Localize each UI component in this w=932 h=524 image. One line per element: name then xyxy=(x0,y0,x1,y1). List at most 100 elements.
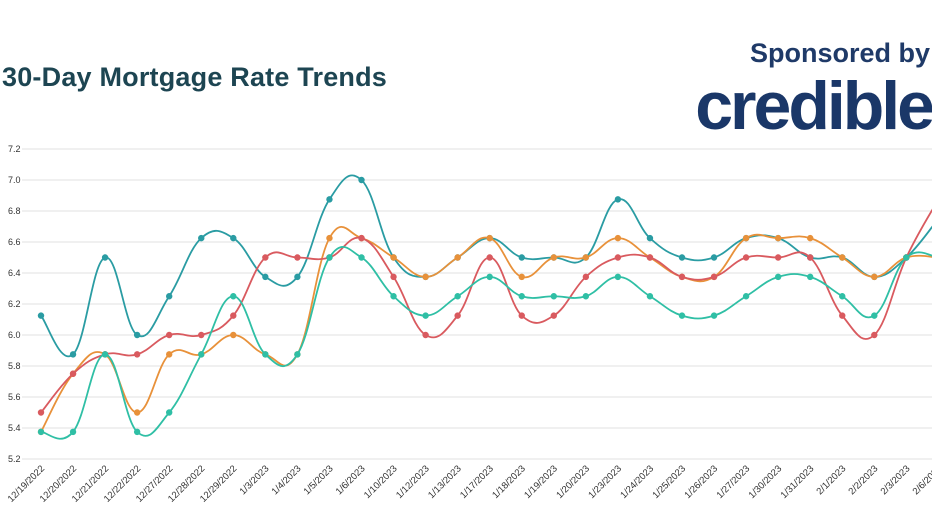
data-point xyxy=(358,234,365,242)
data-point xyxy=(550,293,557,300)
data-point xyxy=(807,273,814,281)
x-tick-label: 1/10/2023 xyxy=(362,463,400,501)
data-point xyxy=(133,331,141,339)
x-tick-label: 1/18/2023 xyxy=(490,463,528,501)
data-point xyxy=(390,293,397,300)
x-tick-label: 1/5/2023 xyxy=(302,463,336,497)
data-point xyxy=(582,273,590,281)
x-axis: 12/19/202212/20/202212/21/202212/22/2022… xyxy=(6,463,932,504)
data-point xyxy=(486,234,493,242)
x-tick-label: 1/24/2023 xyxy=(618,463,656,501)
y-tick-label: 6.6 xyxy=(8,237,21,247)
data-point xyxy=(69,370,77,377)
data-point xyxy=(262,254,269,261)
x-tick-label: 1/31/2023 xyxy=(779,463,817,501)
data-point xyxy=(166,293,173,300)
x-tick-label: 1/23/2023 xyxy=(586,463,624,501)
data-point xyxy=(710,273,718,281)
series-line xyxy=(40,174,932,358)
data-point xyxy=(518,293,525,300)
series-group xyxy=(37,174,932,440)
data-point xyxy=(454,254,461,261)
data-point xyxy=(166,331,173,339)
y-axis: 7.2 7.0 6.8 6.6 6.4 6.2 6.0 5.8 5.6 5.4 5.2 xyxy=(8,144,21,464)
data-point xyxy=(839,312,846,319)
data-point xyxy=(37,428,45,436)
y-tick-label: 6.4 xyxy=(8,268,21,278)
data-point xyxy=(198,234,205,242)
data-point xyxy=(101,351,109,358)
data-point xyxy=(678,312,686,319)
data-point xyxy=(69,351,77,358)
data-point xyxy=(262,351,269,358)
x-tick-label: 1/26/2023 xyxy=(683,463,721,501)
data-point xyxy=(69,428,77,436)
data-point xyxy=(742,234,750,242)
x-tick-label: 1/20/2023 xyxy=(554,463,592,501)
data-point xyxy=(166,409,173,416)
series-2 xyxy=(37,226,932,436)
data-point xyxy=(326,234,333,242)
data-point xyxy=(678,273,686,281)
data-point xyxy=(839,254,846,261)
x-tick-label: 1/12/2023 xyxy=(394,463,432,501)
x-tick-label: 1/19/2023 xyxy=(522,463,560,501)
data-point xyxy=(646,293,654,300)
data-point xyxy=(486,273,493,281)
data-point xyxy=(390,254,397,261)
y-tick-label: 6.8 xyxy=(8,206,21,216)
y-tick-label: 7.0 xyxy=(8,175,21,185)
data-point xyxy=(518,312,525,319)
data-point xyxy=(422,273,429,281)
data-point xyxy=(230,293,237,300)
data-point xyxy=(230,331,237,339)
y-tick-label: 6.2 xyxy=(8,299,21,309)
x-tick-label: 1/30/2023 xyxy=(747,463,785,501)
chart-title: 30-Day Mortgage Rate Trends xyxy=(2,62,388,92)
data-point xyxy=(294,273,301,281)
x-tick-label: 2/6/2023 xyxy=(911,463,932,497)
data-point xyxy=(198,331,205,339)
data-point xyxy=(871,273,878,281)
data-point xyxy=(326,196,333,203)
data-point xyxy=(198,351,205,358)
data-point xyxy=(710,254,718,261)
y-tick-label: 5.2 xyxy=(8,454,21,464)
data-point xyxy=(774,273,782,281)
data-point xyxy=(230,234,237,242)
series-line xyxy=(40,208,932,414)
data-point xyxy=(294,351,301,358)
data-point xyxy=(358,176,365,184)
data-point xyxy=(133,351,141,358)
data-point xyxy=(422,331,429,339)
data-point xyxy=(390,273,397,281)
data-point xyxy=(807,254,814,261)
data-point xyxy=(646,254,654,261)
data-point xyxy=(550,312,557,319)
series-line xyxy=(40,246,932,440)
y-tick-label: 6.0 xyxy=(8,330,21,340)
data-point xyxy=(550,254,557,261)
series-1 xyxy=(37,174,932,358)
series-3 xyxy=(37,208,932,416)
x-tick-label: 1/27/2023 xyxy=(715,463,753,501)
data-point xyxy=(678,254,686,261)
x-tick-label: 2/1/2023 xyxy=(814,463,848,497)
data-point xyxy=(871,312,878,319)
data-point xyxy=(101,254,109,261)
data-point xyxy=(294,254,301,261)
x-tick-label: 1/3/2023 xyxy=(238,463,272,497)
data-point xyxy=(582,254,590,261)
data-point xyxy=(646,234,654,242)
data-point xyxy=(422,312,429,319)
sponsor-label: Sponsored by xyxy=(749,38,930,68)
x-tick-label: 1/25/2023 xyxy=(650,463,688,501)
data-point xyxy=(358,254,365,261)
y-tick-label: 5.6 xyxy=(8,392,21,402)
data-point xyxy=(871,331,878,339)
data-point xyxy=(903,254,910,261)
brand-logo: credible xyxy=(695,68,932,144)
x-tick-label: 1/17/2023 xyxy=(458,463,496,501)
data-point xyxy=(454,312,461,319)
